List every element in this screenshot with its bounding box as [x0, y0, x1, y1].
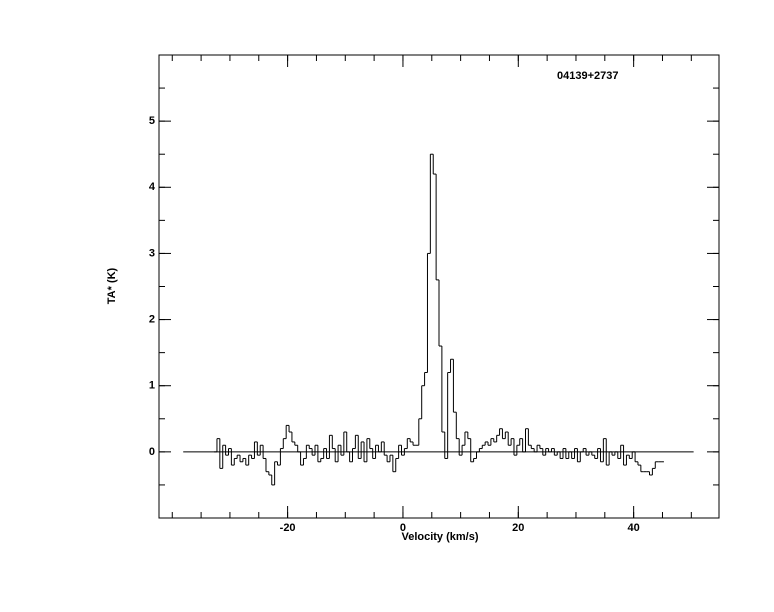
y-tick-label: 5 — [149, 115, 155, 127]
x-tick-label: 20 — [512, 522, 524, 534]
y-tick-label: 2 — [149, 313, 155, 325]
chart-title: 04139+2737 — [557, 70, 618, 82]
y-tick-label: 0 — [149, 446, 155, 458]
x-tick-label: 40 — [628, 522, 640, 534]
x-tick-label: -20 — [280, 522, 296, 534]
y-tick-label: 1 — [149, 380, 155, 392]
x-axis-label: Velocity (km/s) — [401, 531, 478, 543]
y-tick-label: 3 — [149, 247, 155, 259]
x-tick-label: 0 — [400, 522, 406, 534]
y-axis-label: TA* (K) — [106, 267, 118, 304]
y-tick-label: 4 — [149, 181, 156, 193]
